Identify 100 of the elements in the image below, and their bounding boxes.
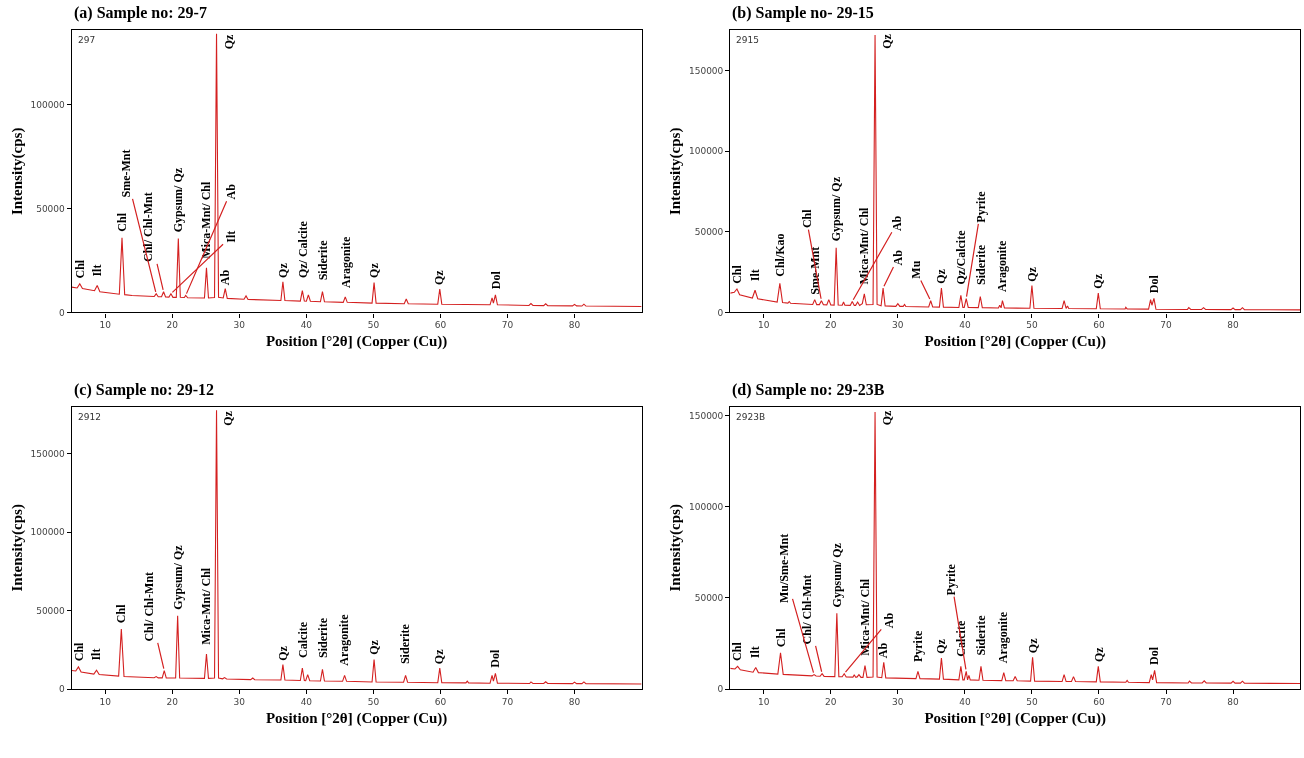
y-axis-title: Intensity(cps)	[8, 504, 26, 592]
annotation: Qz	[1090, 273, 1105, 289]
x-tick-label: 60	[434, 320, 447, 331]
x-tick-label: 20	[166, 320, 179, 331]
annotation: Sme-Mnt	[807, 246, 822, 295]
annotation: Ilt	[89, 264, 104, 277]
x-tick-label: 30	[892, 320, 904, 331]
annotation: Ilt	[89, 648, 104, 661]
annotation: Qz	[221, 34, 236, 50]
x-tick-label: 40	[959, 320, 971, 331]
annotation: Gypsum/ Qz	[170, 544, 185, 610]
annotation: Aragonite	[337, 613, 352, 666]
annotation: Qz	[221, 410, 236, 426]
annotation: Mu/Sme-Mnt	[777, 533, 792, 604]
annotation: Ab	[890, 215, 905, 232]
annotation: Sme-Mnt	[118, 149, 133, 198]
x-tick-label: 10	[99, 320, 112, 331]
x-tick-label: 40	[300, 320, 313, 331]
y-axis-title: Intensity(cps)	[8, 127, 26, 216]
y-tick-label: 0	[717, 684, 724, 695]
annotation: Qz	[1025, 266, 1040, 282]
x-tick-label: 80	[568, 320, 581, 331]
annotation: Dol	[1146, 274, 1161, 294]
annotation: Chl	[799, 208, 814, 229]
annotation: Ab	[876, 642, 891, 659]
x-tick-label: 40	[959, 696, 971, 707]
y-tick-label: 0	[59, 684, 66, 695]
x-tick-label: 10	[758, 320, 770, 331]
x-tick-label: 20	[825, 320, 837, 331]
annotation: Dol	[1147, 646, 1162, 665]
annotation: 2915	[736, 35, 759, 45]
annotation: Gypsum/ Qz	[828, 176, 843, 242]
x-tick-label: 50	[367, 320, 380, 331]
x-tick-label: 60	[434, 696, 447, 707]
annotation: Qz	[275, 262, 290, 278]
annotation: Qz	[1026, 637, 1041, 654]
annotation: Dol	[488, 648, 503, 668]
x-tick-label: 20	[825, 696, 837, 707]
x-tick-label: 70	[1160, 320, 1173, 331]
x-tick-label: 60	[1093, 320, 1105, 331]
y-tick-label: 50000	[36, 203, 66, 214]
x-axis-title: Position [°2θ] (Copper (Cu))	[265, 333, 448, 351]
chart-title: (b) Sample no- 29-15	[732, 4, 874, 22]
annotation: Mu	[908, 260, 923, 279]
y-tick-label: 150000	[688, 410, 724, 421]
x-tick-label: 30	[233, 320, 246, 331]
annotation: Dol	[488, 270, 503, 290]
y-tick-label: 50000	[694, 226, 724, 237]
annotation: Chl	[73, 259, 87, 279]
y-tick-label: 150000	[688, 65, 724, 76]
chart-title: (d) Sample no: 29-23B	[732, 381, 885, 399]
annotation: Siderite	[398, 623, 413, 665]
annotation: Qz	[1091, 646, 1106, 662]
y-tick-label: 0	[717, 307, 724, 318]
x-tick-label: 40	[300, 696, 313, 707]
x-axis-title: Position [°2θ] (Copper (Cu))	[924, 333, 1106, 351]
y-tick-label: 0	[59, 307, 66, 318]
annotation: Qz/Calcite	[954, 229, 969, 285]
annotation: Ilt	[224, 230, 239, 243]
annotation: Qz	[432, 648, 447, 665]
annotation: Ab	[223, 183, 238, 200]
annotation: Siderite	[315, 239, 330, 281]
annotation: Mica-Mnt/ Chl	[858, 578, 873, 656]
y-axis-title: Intensity(cps)	[667, 127, 685, 216]
annotation: Aragonite	[994, 239, 1009, 292]
annotation: Ab	[218, 269, 233, 286]
x-axis-title: Position [°2θ] (Copper (Cu))	[265, 709, 448, 727]
x-tick-label: 20	[166, 696, 179, 707]
line-series	[71, 33, 642, 308]
x-tick-label: 30	[892, 696, 904, 707]
annotation: Ilt	[747, 269, 762, 282]
annotation: Ab	[890, 249, 905, 266]
annotation: Chl	[71, 641, 86, 662]
annotation: Pyrite	[973, 190, 988, 223]
annotation: Qz	[879, 410, 894, 426]
annotation: Siderite	[315, 617, 330, 658]
annotation: Siderite	[973, 244, 988, 285]
annotation: Qz/ Calcite	[295, 220, 310, 279]
x-tick-label: 60	[1093, 696, 1105, 707]
annotation: Ilt	[748, 646, 763, 659]
x-axis-title: Position [°2θ] (Copper (Cu))	[924, 709, 1106, 727]
x-tick-label: 50	[1026, 320, 1038, 331]
annotation: Chl/Kao	[772, 233, 787, 277]
annotation: Pyrite	[910, 630, 925, 663]
x-tick-label: 50	[1026, 696, 1038, 707]
annotation: Chl	[773, 627, 788, 648]
y-axis-title: Intensity(cps)	[667, 504, 685, 592]
line-series	[71, 409, 642, 685]
chart-title: (a) Sample no: 29-7	[74, 4, 207, 22]
y-tick-label: 100000	[30, 527, 66, 538]
annotation: Qz	[934, 638, 949, 654]
x-tick-label: 80	[568, 696, 581, 707]
annotation: 297	[78, 35, 96, 45]
annotation: Gypsum/ Qz	[830, 542, 845, 608]
x-tick-label: 80	[1227, 320, 1240, 331]
annotation: Pyrite	[944, 563, 959, 596]
y-tick-label: 50000	[36, 605, 66, 616]
annotation: Qz	[880, 33, 895, 49]
annotation: Calcite	[295, 621, 310, 658]
annotation: Qz	[367, 262, 382, 278]
